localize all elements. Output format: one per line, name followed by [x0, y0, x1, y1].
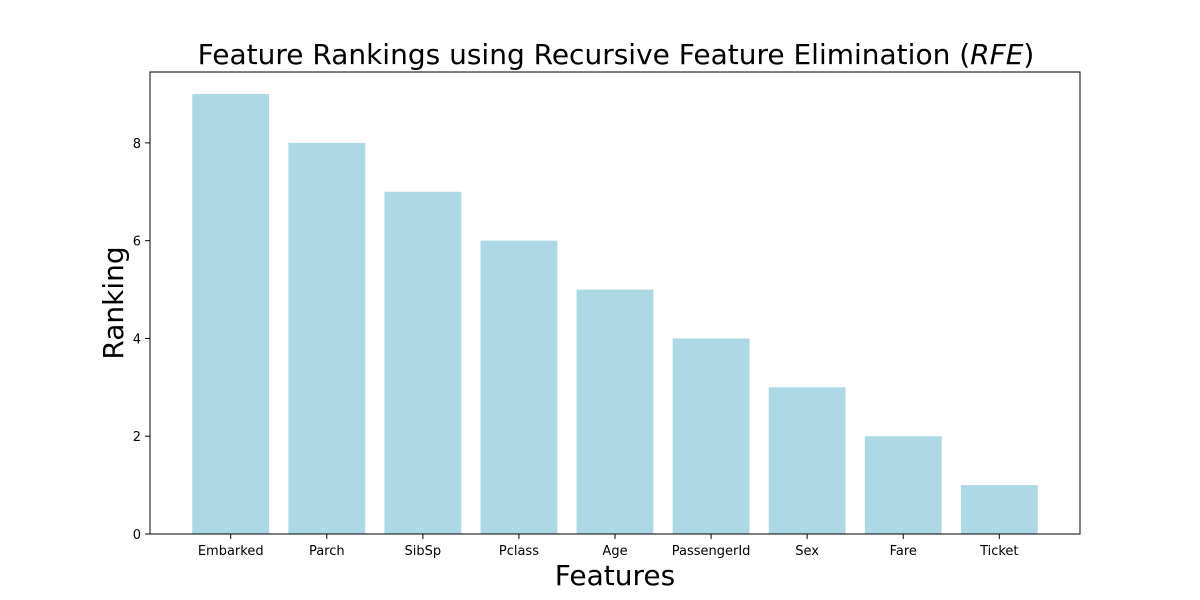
x-tick-label-embarked: Embarked	[198, 544, 264, 559]
y-tick-label-6: 6	[133, 235, 141, 250]
y-tick-label-2: 2	[133, 430, 141, 445]
bar-fare	[864, 436, 942, 534]
bar-ticket	[960, 485, 1038, 534]
y-axis-label: Ranking	[97, 246, 130, 359]
bar-sibsp	[384, 191, 462, 534]
x-tick-label-sex: Sex	[795, 544, 819, 559]
x-axis-ticks: Embarked Parch SibSp Pclass Age PassengerId Se…	[198, 534, 1019, 559]
x-tick-label-fare: Fare	[890, 544, 917, 559]
y-tick-label-0: 0	[133, 528, 141, 543]
chart-title: Feature Rankings using Recursive Feature…	[198, 38, 1035, 71]
chart-title-italic: RFE	[970, 38, 1024, 71]
y-tick-label-8: 8	[133, 137, 141, 152]
bar-age	[576, 289, 654, 534]
bar-passengerid	[672, 338, 750, 534]
x-tick-label-sibsp: SibSp	[405, 544, 442, 559]
bar-sex	[768, 387, 846, 534]
x-tick-label-parch: Parch	[309, 544, 345, 559]
y-axis-ticks: 0 2 4 6 8	[133, 137, 150, 543]
y-tick-label-4: 4	[133, 332, 141, 347]
x-tick-label-ticket: Ticket	[979, 544, 1018, 559]
x-axis-label: Features	[555, 559, 675, 592]
bar-embarked	[192, 94, 270, 534]
bar-pclass	[480, 240, 558, 534]
x-tick-label-age: Age	[602, 544, 627, 559]
x-tick-label-pclass: Pclass	[499, 544, 539, 559]
bars-group	[192, 94, 1038, 534]
chart-title-close: )	[1023, 38, 1034, 71]
plot-frame	[149, 71, 1081, 535]
x-tick-label-passengerid: PassengerId	[672, 544, 751, 559]
bar-parch	[288, 142, 366, 534]
chart-title-main: Feature Rankings using Recursive Feature…	[198, 38, 971, 71]
